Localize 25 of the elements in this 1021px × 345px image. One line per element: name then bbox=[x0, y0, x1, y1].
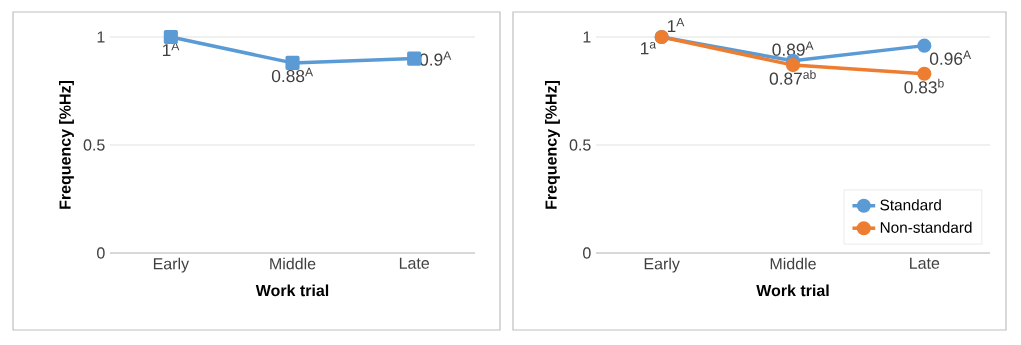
data-label: 0.89$^{A}$ bbox=[772, 41, 814, 56]
y-tick-label: 0 bbox=[97, 247, 105, 259]
y-axis-title: Frequency [%Hz] bbox=[544, 81, 560, 209]
data-label: 0.96$^{A}$ bbox=[929, 50, 972, 65]
legend-label: Standard bbox=[880, 199, 941, 211]
data-label: 0.83$^{b}$ bbox=[904, 78, 944, 94]
x-tick-label: Early bbox=[153, 257, 190, 273]
x-tick-label: Middle bbox=[770, 257, 816, 270]
y-tick-label: 1 bbox=[583, 31, 591, 43]
x-axis-title: Work trial bbox=[756, 284, 829, 297]
legend-label: Non-standard bbox=[880, 221, 972, 233]
data-label: 0.87$^{ab}$ bbox=[769, 70, 816, 85]
y-tick-label: 0 bbox=[583, 247, 591, 259]
data-label: 1$^{a}$ bbox=[641, 41, 657, 55]
y-axis-title: Frequency [%Hz] bbox=[59, 81, 74, 209]
y-tick-label: 0.5 bbox=[569, 139, 591, 151]
x-tick-label: Middle bbox=[270, 257, 316, 270]
y-tick-label: 1 bbox=[97, 31, 105, 43]
x-axis-title: Work trial bbox=[255, 284, 329, 297]
y-tick-label: 0.5 bbox=[83, 139, 105, 151]
data-label: 1$^{A}$ bbox=[667, 17, 685, 33]
x-tick-label: Late bbox=[910, 257, 940, 269]
x-tick-label: Early bbox=[644, 257, 680, 273]
x-tick-label: Late bbox=[399, 257, 430, 269]
data-label: 0.88$^{A}$ bbox=[271, 67, 314, 83]
